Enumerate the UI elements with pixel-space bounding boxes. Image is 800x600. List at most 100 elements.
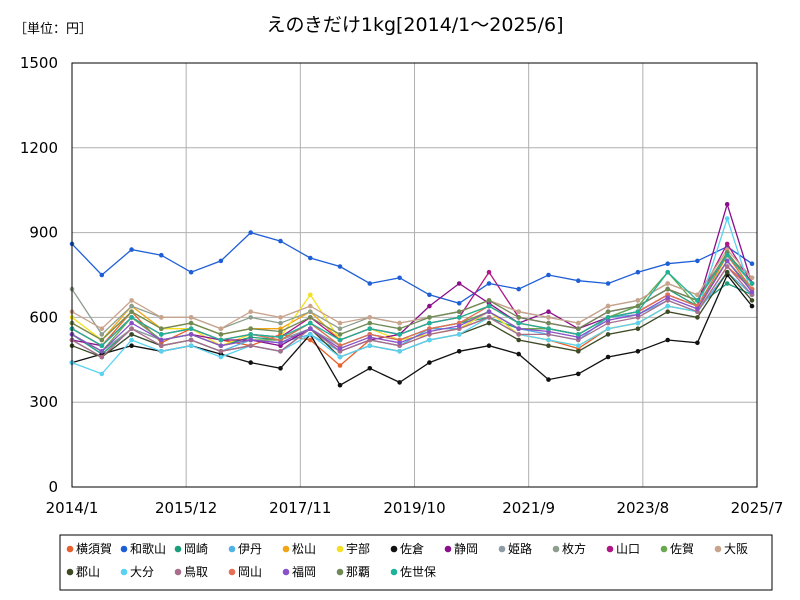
data-point: [576, 349, 581, 354]
data-point: [456, 332, 462, 337]
data-point: [665, 303, 670, 309]
data-point: [248, 309, 253, 315]
legend-label: 姫路: [508, 541, 532, 556]
x-tick-label: 2017/11: [269, 499, 331, 517]
data-point: [724, 269, 730, 275]
data-point: [486, 315, 492, 320]
data-point: [486, 298, 492, 303]
data-point: [99, 343, 105, 349]
data-point: [397, 326, 402, 332]
legend-marker: [444, 545, 452, 553]
series-line: [71, 251, 753, 341]
data-point: [188, 343, 194, 349]
data-point: [248, 230, 253, 235]
data-point: [695, 298, 700, 303]
legend-box: [59, 534, 773, 591]
data-point: [99, 272, 105, 278]
legend-marker: [228, 568, 236, 576]
legend-label: 岡山: [238, 565, 262, 579]
data-point: [129, 303, 134, 309]
data-point: [367, 320, 373, 326]
legend-marker: [282, 568, 290, 576]
data-point: [397, 380, 402, 385]
data-point: [546, 337, 551, 343]
data-point: [427, 360, 432, 365]
data-point: [635, 303, 641, 309]
data-point: [278, 349, 283, 354]
data-point: [486, 281, 492, 286]
y-tick-label: 1200: [20, 139, 58, 157]
data-point: [188, 315, 194, 320]
data-point: [516, 332, 521, 337]
data-point: [576, 278, 581, 284]
data-point: [695, 258, 700, 264]
x-tick-label: 2023/8: [616, 499, 669, 517]
legend-item: 静岡: [444, 542, 478, 556]
data-point: [665, 281, 670, 286]
data-point: [665, 295, 670, 300]
legend-label: 枚方: [562, 541, 586, 556]
data-point: [635, 309, 641, 315]
data-point: [278, 366, 283, 371]
legend-label: 岡崎: [184, 542, 208, 556]
data-point: [486, 320, 492, 326]
data-point: [308, 326, 313, 332]
legend-label: 横須賀: [76, 542, 112, 556]
series-line: [71, 265, 753, 358]
data-point: [635, 326, 641, 332]
data-point: [576, 371, 581, 377]
data-point: [159, 337, 164, 343]
legend-marker: [174, 568, 182, 576]
legend-item: 岡崎: [174, 542, 208, 556]
series-layer: [69, 202, 755, 388]
legend-marker: [282, 545, 290, 553]
data-point: [749, 261, 755, 267]
data-point: [308, 337, 313, 343]
data-point: [546, 377, 551, 382]
data-point: [456, 349, 462, 354]
series-宇部: [69, 252, 755, 349]
data-point: [188, 337, 194, 343]
data-point: [486, 343, 492, 349]
series-佐世保: [69, 252, 755, 349]
data-point: [278, 334, 283, 340]
series-福岡: [69, 258, 755, 354]
data-point: [129, 247, 134, 252]
legend-item: 大分: [120, 565, 154, 579]
data-point: [159, 252, 164, 258]
data-point: [486, 269, 492, 275]
data-point: [218, 337, 224, 343]
data-point: [456, 301, 462, 306]
data-point: [749, 281, 755, 286]
data-point: [159, 326, 164, 332]
data-point: [516, 286, 521, 292]
data-point: [695, 315, 700, 320]
data-point: [248, 360, 253, 365]
legend-item: 宇部: [336, 541, 370, 556]
data-point: [248, 326, 253, 332]
x-tick-label: 2019/10: [383, 499, 445, 517]
legend-marker: [390, 545, 398, 553]
y-tick-label: 900: [29, 224, 58, 242]
legend-label: 郡山: [76, 565, 100, 579]
data-point: [248, 343, 253, 349]
series-和歌山: [69, 230, 755, 306]
axis-ticks: 0 300 600 900 1200 1500 2014/1 2015/12 2017/11 20…: [20, 54, 784, 517]
y-tick-label: 0: [48, 478, 58, 496]
data-point: [308, 332, 313, 337]
data-point: [665, 337, 670, 343]
data-point: [397, 320, 402, 326]
legend-marker: [552, 545, 560, 553]
legend-label: 佐世保: [400, 565, 436, 579]
data-point: [486, 309, 492, 315]
data-point: [516, 337, 521, 343]
data-point: [129, 343, 134, 349]
data-point: [337, 363, 343, 368]
series-line: [71, 248, 753, 330]
data-point: [278, 320, 283, 326]
data-point: [724, 281, 730, 286]
data-point: [605, 315, 611, 320]
data-point: [486, 303, 492, 309]
data-point: [278, 315, 283, 320]
legend-item: 和歌山: [120, 541, 166, 556]
